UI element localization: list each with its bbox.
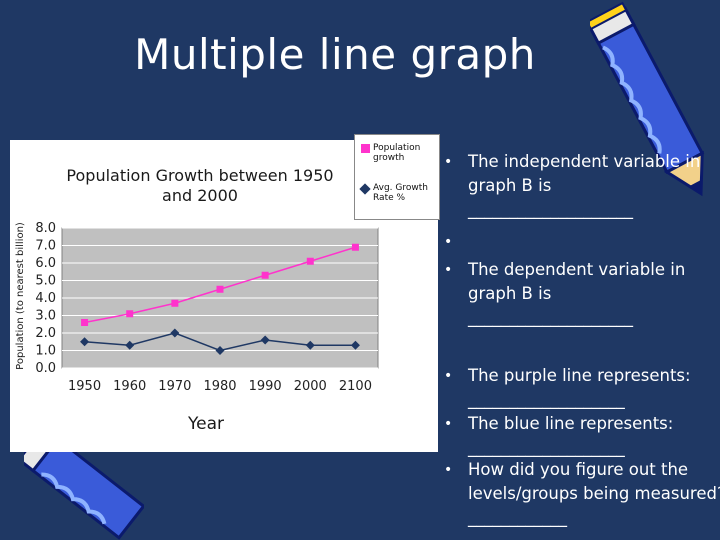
data-point — [306, 257, 314, 265]
data-point — [171, 299, 179, 307]
x-tick-label: 2100 — [339, 379, 372, 394]
data-point — [261, 271, 269, 279]
x-tick-label: 1960 — [113, 379, 146, 394]
y-tick-label: 5.0 — [35, 274, 56, 289]
data-point — [351, 243, 359, 251]
bullet-text: The dependent variable in graph B is ___… — [468, 260, 686, 327]
chart-title: Population Growth between 1950 — [66, 166, 333, 185]
data-point — [170, 328, 180, 338]
bullet-marker: • — [444, 416, 453, 432]
data-point — [216, 285, 224, 293]
bullet-text: The purple line represents: ____________… — [468, 366, 691, 409]
legend-entry-population: Population growth — [361, 143, 437, 163]
y-tick-label: 8.0 — [35, 221, 56, 236]
chart-title-line2: and 2000 — [162, 186, 238, 205]
data-point — [350, 340, 360, 350]
bullet-item: • The dependent variable in graph B is _… — [444, 258, 720, 330]
bullet-text: How did you figure out the levels/groups… — [468, 460, 720, 527]
x-tick-label: 1950 — [68, 379, 101, 394]
x-tick-label: 1990 — [249, 379, 282, 394]
bullet-item: • The independent variable in graph B is… — [444, 150, 720, 222]
data-point — [260, 335, 270, 345]
y-tick-label: 1.0 — [35, 344, 56, 359]
bullet-text: The independent variable in graph B is _… — [468, 152, 701, 219]
data-point — [215, 346, 225, 355]
y-tick-label: 0.0 — [35, 361, 56, 376]
x-tick-label: 1970 — [158, 379, 191, 394]
x-axis-label: Year — [187, 414, 224, 434]
data-point — [125, 340, 135, 350]
bullet-marker: • — [444, 234, 453, 250]
line-chart: Population Growth between 1950 and 2000 … — [15, 166, 379, 434]
bullet-item: • The purple line represents: __________… — [444, 364, 720, 412]
legend-label: Population growth — [373, 143, 421, 163]
bullet-marker: • — [444, 154, 453, 170]
pencil-icon — [590, 1, 705, 197]
bullet-marker: • — [444, 262, 453, 278]
x-tick-label: 2000 — [294, 379, 327, 394]
data-point — [81, 319, 89, 326]
legend-entry-growth-rate: Avg. Growth Rate % — [359, 183, 437, 203]
x-tick-label: 1980 — [203, 379, 236, 394]
chart-panel: Population Growth between 1950 and 2000 … — [10, 140, 438, 452]
slide-title: Multiple line graph — [134, 30, 536, 79]
data-point — [305, 340, 315, 350]
y-tick-label: 7.0 — [35, 239, 56, 254]
y-tick-label: 2.0 — [35, 326, 56, 341]
pencil-icon — [24, 430, 144, 540]
bullet-text: The blue line represents: ______________… — [468, 414, 674, 457]
chart-legend: Population growth Avg. Growth Rate % — [354, 134, 440, 220]
bullet-marker: • — [444, 462, 453, 478]
pink-square-marker-icon — [361, 144, 370, 153]
legend-label: Avg. Growth Rate % — [373, 183, 428, 203]
bullet-item: • The blue line represents: ____________… — [444, 412, 720, 460]
data-point — [126, 310, 134, 318]
y-tick-label: 6.0 — [35, 256, 56, 271]
y-tick-label: 3.0 — [35, 309, 56, 324]
data-point — [80, 337, 90, 347]
bullet-marker: • — [444, 368, 453, 384]
y-axis-label: Population (to nearest billion) — [15, 222, 26, 370]
y-tick-label: 4.0 — [35, 291, 56, 306]
bullet-item: • How did you figure out the levels/grou… — [444, 458, 720, 530]
